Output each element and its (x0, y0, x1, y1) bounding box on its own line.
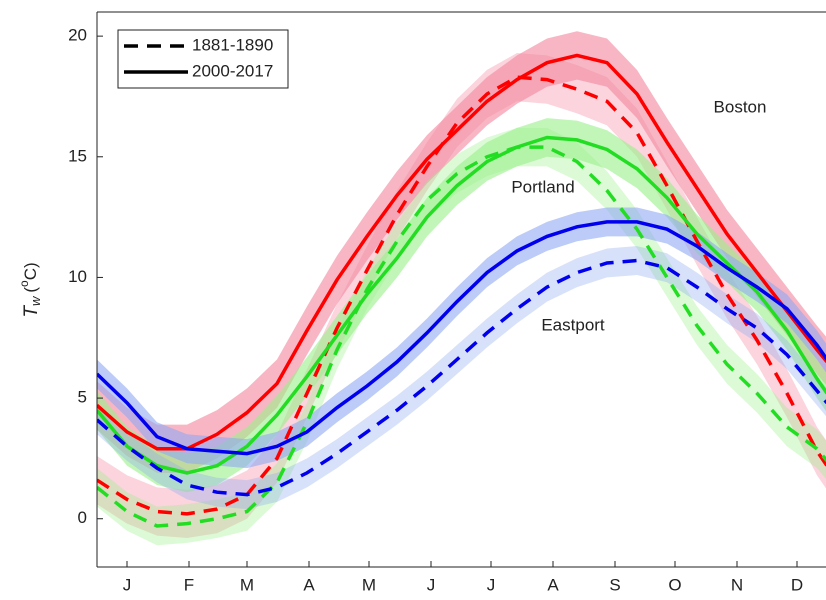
x-tick-label: A (547, 575, 559, 594)
x-tick-label: D (791, 575, 803, 594)
x-tick-label: F (184, 575, 194, 594)
y-label-sub: w (28, 295, 43, 306)
series-line (97, 53, 826, 451)
uncertainty-band (97, 31, 826, 473)
x-tick-label: J (427, 575, 436, 594)
y-tick-label: 0 (78, 508, 87, 527)
y-label-pre: ( (21, 287, 40, 293)
legend-box (117, 29, 289, 89)
series-label: Portland (511, 177, 574, 196)
series-line (97, 135, 826, 475)
legend: 1881-1890 2000-2017 (117, 29, 289, 89)
y-tick-label: 20 (68, 26, 87, 45)
x-tick-label: A (303, 575, 315, 594)
legend-label: 1881-1890 (192, 35, 273, 54)
series-line (97, 75, 826, 516)
x-tick-label: M (240, 575, 254, 594)
uncertainty-band (97, 53, 826, 539)
uncertainty-band (97, 118, 826, 493)
legend-label: 2000-2017 (192, 61, 273, 80)
plot-area (97, 31, 826, 546)
y-label-main: T (21, 305, 42, 318)
x-tick-label: M (362, 575, 376, 594)
y-label-sup: o (17, 280, 31, 287)
x-tick-label: J (487, 575, 496, 594)
y-tick-label: 5 (78, 388, 87, 407)
y-tick-label: 10 (68, 267, 87, 286)
y-tick-label: 15 (68, 146, 87, 165)
series-label: Boston (714, 97, 767, 116)
series-line (97, 145, 826, 528)
x-tick-label: S (609, 575, 620, 594)
x-tick-label: N (731, 575, 743, 594)
series-label: Eastport (541, 315, 605, 334)
y-label-post: C) (21, 262, 40, 280)
x-tick-label: J (123, 575, 132, 594)
series-line (97, 258, 826, 497)
x-tick-label: O (668, 575, 681, 594)
uncertainty-band (97, 246, 826, 510)
series-line (97, 220, 826, 456)
y-axis-label: Tw (oC) (17, 262, 43, 317)
